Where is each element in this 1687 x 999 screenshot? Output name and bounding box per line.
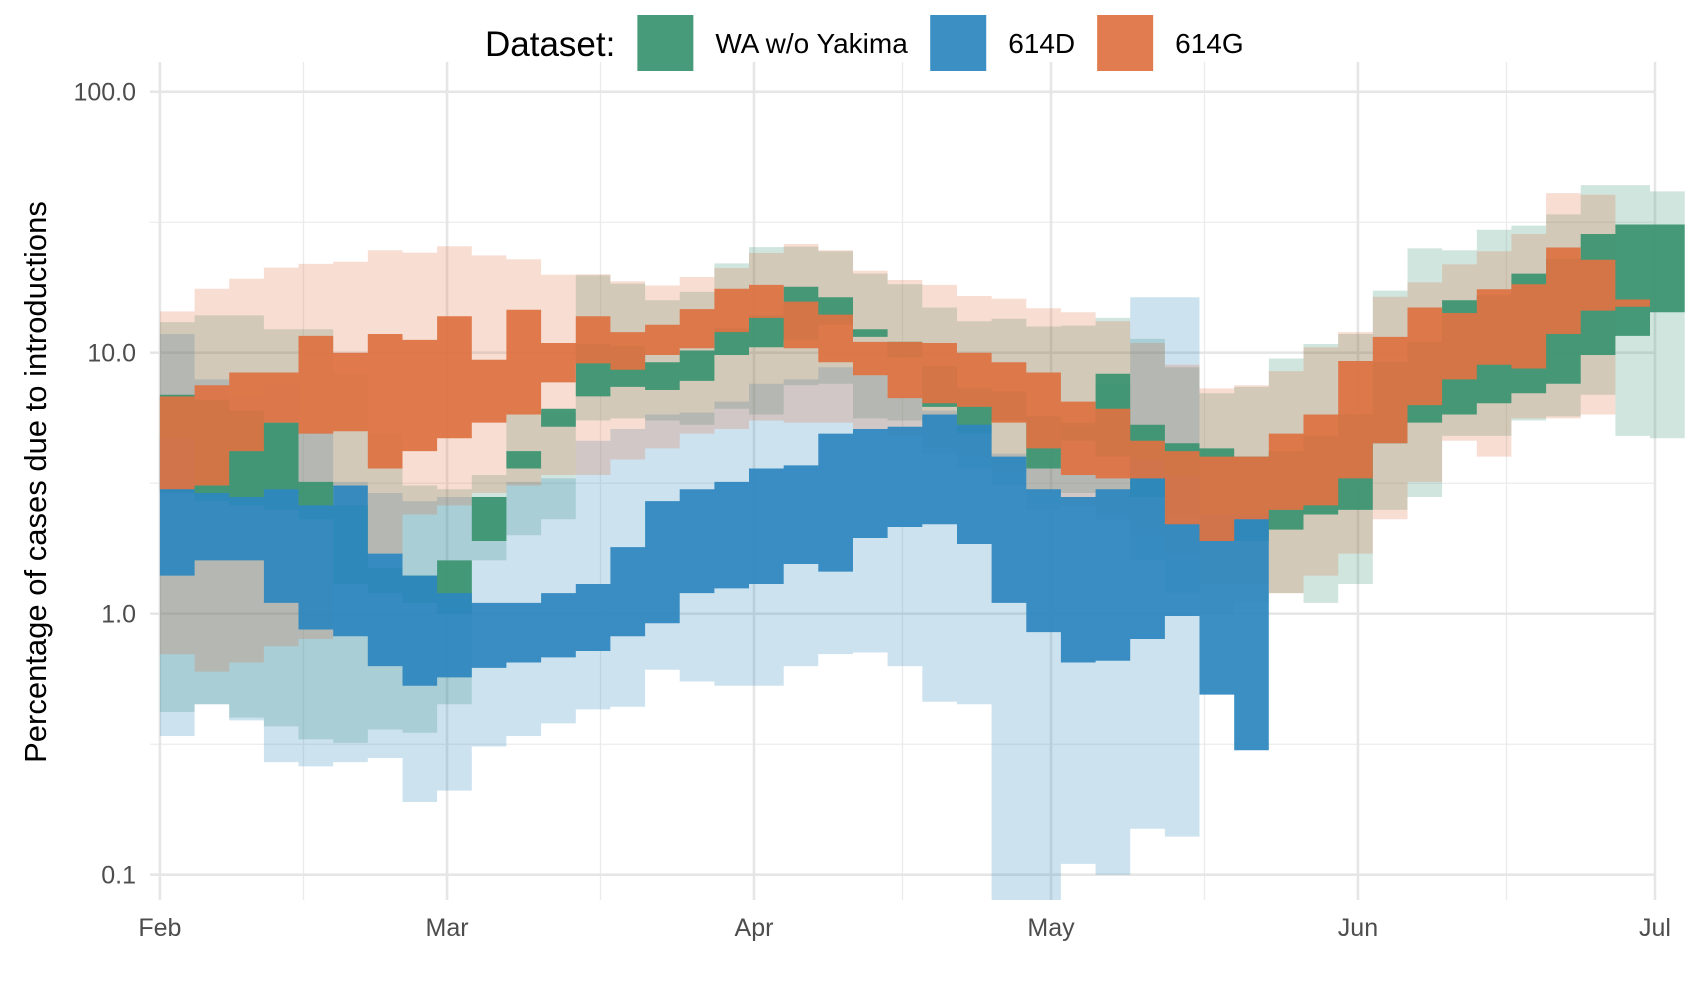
y-tick-label: 100.0 [73, 79, 136, 107]
legend-label: 614D [1008, 28, 1075, 59]
y-tick-label: 0.1 [101, 862, 136, 890]
x-tick-label: Mar [426, 914, 469, 942]
band-inner-614g [159, 247, 1650, 541]
legend-label: 614G [1175, 28, 1244, 59]
legend-item-614d: 614D [930, 15, 1075, 71]
y-tick-label: 10.0 [87, 340, 136, 368]
legend-title: Dataset: [485, 25, 615, 64]
x-tick-label: May [1027, 914, 1075, 942]
legend: Dataset: WA w/o Yakima 614D 614G [485, 15, 1244, 71]
x-tick-label: Jul [1639, 914, 1671, 942]
band-inner-614d [159, 414, 1269, 751]
y-tick-label: 1.0 [101, 601, 136, 629]
y-axis-title: Percentage of cases due to introductions [18, 201, 53, 763]
legend-item-wa-w-o-yakima: WA w/o Yakima [637, 15, 908, 71]
x-tick-label: Apr [735, 914, 774, 942]
y-axis-ticks: 0.1 1.0 10.0 100.0 [73, 79, 136, 890]
x-axis-ticks: Feb Mar Apr May Jun Jul [138, 914, 1671, 942]
x-tick-label: Feb [138, 914, 181, 942]
x-tick-label: Jun [1338, 914, 1378, 942]
legend-swatch [637, 15, 694, 71]
band-outer-wa-w-o-yakima [159, 185, 1685, 743]
band-inner-wa-w-o-yakima [159, 224, 1685, 614]
legend-item-614g: 614G [1097, 15, 1244, 71]
legend-swatch [1097, 15, 1154, 71]
legend-swatch [930, 15, 987, 71]
series-bands [159, 185, 1685, 900]
legend-label: WA w/o Yakima [715, 28, 908, 59]
